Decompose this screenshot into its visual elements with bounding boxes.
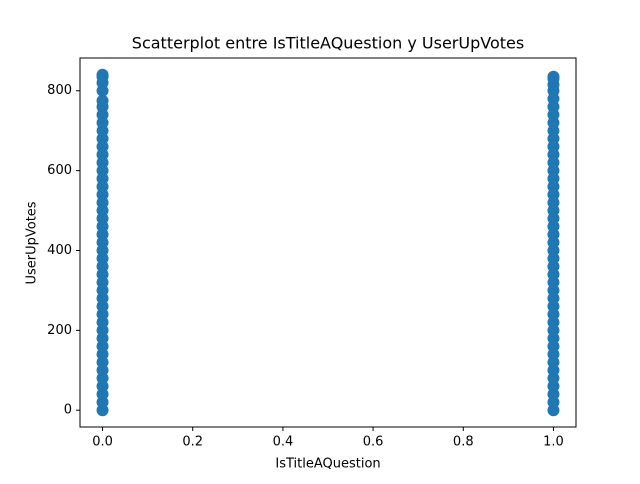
x-tick-label: 0.4 — [273, 435, 294, 450]
axes-frame — [79, 57, 577, 428]
scatter-point — [547, 70, 560, 83]
y-tick-label: 800 — [47, 83, 72, 98]
x-tick-label: 0.6 — [363, 435, 384, 450]
y-axis-label: UserUpVotes — [25, 201, 40, 284]
chart-title: Scatterplot entre IsTitleAQuestion y Use… — [132, 34, 524, 53]
x-tick-label: 0.8 — [453, 435, 474, 450]
x-tick-label: 0.2 — [182, 435, 203, 450]
scatter-point — [96, 68, 109, 81]
y-tick-label: 600 — [47, 163, 72, 178]
x-axis-label: IsTitleAQuestion — [275, 457, 380, 472]
x-tick-label: 1.0 — [543, 435, 564, 450]
y-tick-label: 0 — [64, 403, 72, 418]
scatter-point — [96, 94, 109, 107]
y-tick-label: 400 — [47, 243, 72, 258]
x-tick-label: 0.0 — [92, 435, 113, 450]
y-tick-label: 200 — [47, 323, 72, 338]
